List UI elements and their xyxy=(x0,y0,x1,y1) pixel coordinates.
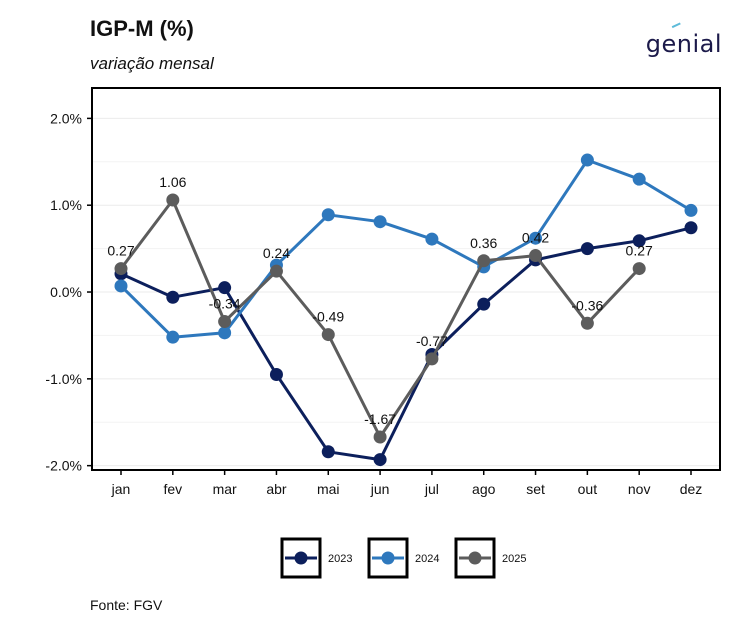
data-point-2024 xyxy=(218,326,232,340)
data-point-2023 xyxy=(632,234,646,248)
data-label-2025: -1.67 xyxy=(364,411,396,427)
legend-key-point xyxy=(294,551,308,565)
data-point-2025 xyxy=(218,315,232,329)
data-label-2025: 0.27 xyxy=(107,243,134,259)
data-point-2024 xyxy=(373,215,387,229)
data-point-2023 xyxy=(477,297,491,311)
x-tick-label: nov xyxy=(628,481,651,497)
data-point-2025 xyxy=(477,254,491,268)
data-label-2025: 1.06 xyxy=(159,174,186,190)
plot-border xyxy=(91,87,721,471)
data-point-2024 xyxy=(114,279,128,293)
data-label-2025: -0.77 xyxy=(416,333,448,349)
data-label-2025: 0.36 xyxy=(470,235,497,251)
data-point-2025 xyxy=(114,262,128,276)
data-point-2023 xyxy=(269,368,283,381)
data-point-2025 xyxy=(425,352,439,366)
data-point-2024 xyxy=(321,208,335,222)
legend-label: 2023 xyxy=(328,553,352,565)
x-tick-label: jul xyxy=(424,481,439,497)
y-tick-label: 1.0% xyxy=(50,197,82,213)
x-tick-label: set xyxy=(526,481,545,497)
line-chart: -2.0% -1.0% 0.0% 1.0% 2.0% jan fev mar abr mai jun… xyxy=(45,87,721,579)
data-label-2025: -0.36 xyxy=(571,297,603,313)
data-point-2025 xyxy=(580,316,594,330)
y-tick-label: 2.0% xyxy=(50,110,82,126)
x-tick-label: mar xyxy=(213,481,237,497)
data-point-2024 xyxy=(425,232,439,246)
data-point-2025 xyxy=(632,262,646,276)
data-point-2023 xyxy=(218,281,232,295)
series-line-2025 xyxy=(119,198,641,439)
data-point-2023 xyxy=(166,290,180,304)
data-point-2025 xyxy=(529,249,543,263)
data-point-2025 xyxy=(269,264,283,278)
data-point-2024 xyxy=(632,172,646,186)
data-point-2023 xyxy=(373,453,387,467)
data-point-2024 xyxy=(529,231,543,245)
x-tick-label: mai xyxy=(317,481,340,497)
x-tick-label: abr xyxy=(266,481,287,497)
data-label-2025: 0.27 xyxy=(626,243,653,259)
source-note: Fonte: FGV xyxy=(90,597,163,613)
logo-text: genial xyxy=(645,30,722,58)
x-tick-label: ago xyxy=(472,481,496,497)
x-tick-label: jan xyxy=(111,481,131,497)
y-tick-label: 0.0% xyxy=(50,284,82,300)
legend-key-point xyxy=(468,551,482,565)
series-line-2023 xyxy=(120,226,692,462)
x-tick-label: out xyxy=(578,481,598,497)
legend-label: 2025 xyxy=(502,553,526,565)
data-label-2025: -0.34 xyxy=(209,296,241,312)
x-tick-label: dez xyxy=(680,481,703,497)
data-point-2025 xyxy=(373,430,387,444)
data-point-2023 xyxy=(684,221,698,235)
data-point-2023 xyxy=(321,445,335,459)
x-tick-label: fev xyxy=(163,481,182,497)
y-tick-label: -2.0% xyxy=(45,458,82,474)
genial-logo: genial xyxy=(645,22,722,58)
data-point-2024 xyxy=(166,330,180,344)
x-tick-label: jun xyxy=(370,481,390,497)
chart-title: IGP-M (%) xyxy=(90,16,194,41)
data-label-2025: 0.42 xyxy=(522,230,549,246)
data-label-2025: -0.49 xyxy=(312,309,344,325)
data-point-2024 xyxy=(580,153,594,167)
data-point-2025 xyxy=(166,193,180,207)
data-label-2025: 0.24 xyxy=(263,245,290,261)
data-point-2023 xyxy=(580,242,594,256)
chart-subtitle: variação mensal xyxy=(90,54,214,73)
legend-label: 2024 xyxy=(415,553,439,565)
series-line-2024 xyxy=(119,158,692,339)
data-point-2024 xyxy=(684,203,698,217)
legend-key-point xyxy=(381,551,395,565)
data-point-2025 xyxy=(321,328,335,342)
y-tick-label: -1.0% xyxy=(45,371,82,387)
